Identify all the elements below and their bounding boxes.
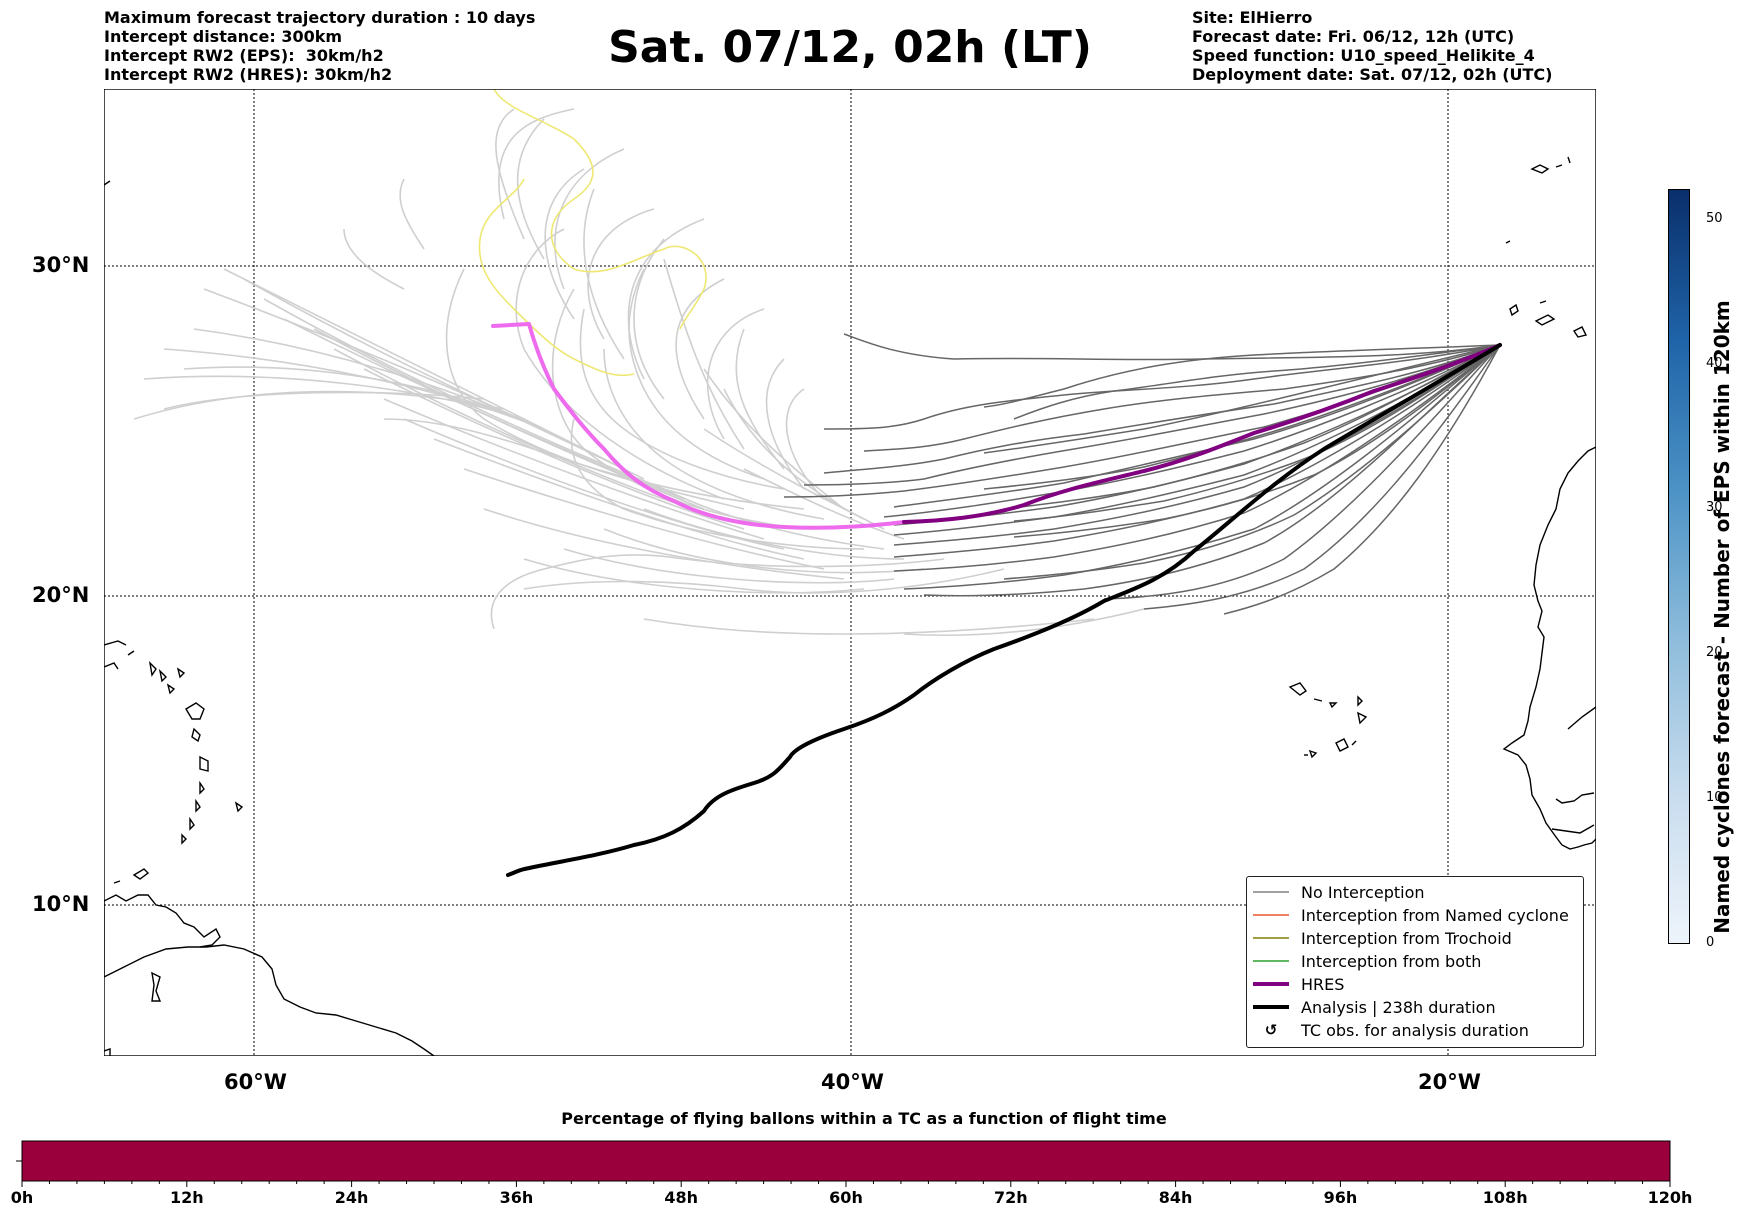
legend-line-icon (1253, 937, 1289, 939)
legend-line-icon (1253, 960, 1289, 962)
header-left-line: Intercept RW2 (HRES): 30km/h2 (104, 65, 393, 84)
header-left-line: Maximum forecast trajectory duration : 1… (104, 8, 536, 27)
timebar-tick-label: 0h (10, 1188, 34, 1207)
coastline (104, 156, 1596, 1056)
legend-label: Analysis | 238h duration (1301, 997, 1496, 1017)
colorbar-tick: 0 (1706, 935, 1715, 950)
legend-item: Analysis | 238h duration (1253, 996, 1496, 1018)
legend-item: Interception from Named cyclone (1253, 904, 1569, 926)
faded-eps-trajectories (133, 108, 1145, 637)
lon-label: 40°W (821, 1070, 884, 1094)
colorbar-tick: 10 (1706, 790, 1723, 805)
legend-label: HRES (1301, 974, 1345, 994)
legend-label: No Interception (1301, 882, 1425, 902)
header-left-line: Intercept distance: 300km (104, 27, 343, 46)
header-left-info: Maximum forecast trajectory duration : 1… (104, 8, 535, 84)
legend-line-icon (1253, 891, 1289, 893)
hres-trajectory (491, 322, 1502, 530)
legend-line-icon (1253, 1005, 1289, 1009)
timebar-tick-label: 72h (993, 1188, 1028, 1207)
page-title: Sat. 07/12, 02h (LT) (608, 22, 1092, 73)
colorbar-tick: 40 (1706, 356, 1723, 371)
timebar-tick-label: 12h (169, 1188, 204, 1207)
cyclone-colorbar (1668, 189, 1690, 944)
timebar-fill (22, 1141, 1670, 1181)
legend-item: ↺ TC obs. for analysis duration (1253, 1019, 1529, 1041)
header-left-line: Intercept RW2 (EPS): 30km/h2 (104, 46, 384, 65)
legend-label: Interception from Trochoid (1301, 928, 1512, 948)
graticule (104, 89, 1596, 1056)
timebar-tick-label: 120h (1647, 1188, 1693, 1207)
legend-label: Interception from both (1301, 951, 1482, 971)
analysis-trajectory (506, 343, 1502, 877)
legend-item: Interception from Trochoid (1253, 927, 1512, 949)
colorbar-label: Named cyclones forecast - Number of EPS … (1710, 300, 1734, 934)
header-right-line: Speed function: U10_speed_Helikite_4 (1192, 46, 1535, 65)
legend: No Interception Interception from Named … (1246, 876, 1584, 1048)
legend-item: Interception from both (1253, 950, 1481, 972)
timebar-tick-label: 48h (664, 1188, 699, 1207)
colorbar-tick: 20 (1706, 645, 1723, 660)
lat-label: 20°N (32, 583, 90, 607)
legend-line-icon (1253, 982, 1289, 986)
timebar-tick-label: 108h (1482, 1188, 1528, 1207)
header-right-line: Deployment date: Sat. 07/12, 02h (UTC) (1192, 65, 1553, 84)
timebar (16, 1140, 1671, 1187)
timebar-tick-label: 96h (1323, 1188, 1358, 1207)
legend-item: HRES (1253, 973, 1344, 995)
lat-label: 30°N (32, 253, 90, 277)
colorbar-tick: 30 (1706, 500, 1723, 515)
timebar-title: Percentage of flying ballons within a TC… (561, 1109, 1167, 1128)
cyclone-symbol-icon: ↺ (1264, 1021, 1278, 1039)
header-right-line: Forecast date: Fri. 06/12, 12h (UTC) (1192, 27, 1515, 46)
lon-label: 60°W (224, 1070, 287, 1094)
header-right-line: Site: ElHierro (1192, 8, 1313, 27)
timebar-tick-label: 84h (1158, 1188, 1193, 1207)
timebar-tick-label: 60h (829, 1188, 863, 1207)
header-right-info: Site: ElHierro Forecast date: Fri. 06/12… (1192, 8, 1552, 84)
legend-item: No Interception (1253, 881, 1425, 903)
timebar-tick-label: 24h (334, 1188, 369, 1207)
timebar-tick-label: 36h (499, 1188, 534, 1207)
trajectory-map[interactable] (104, 89, 1596, 1056)
lat-label: 10°N (32, 892, 90, 916)
legend-line-icon (1253, 914, 1289, 916)
colorbar-tick: 50 (1706, 211, 1723, 226)
lon-label: 20°W (1418, 1070, 1481, 1094)
legend-label: TC obs. for analysis duration (1301, 1020, 1529, 1040)
legend-label: Interception from Named cyclone (1301, 905, 1569, 925)
